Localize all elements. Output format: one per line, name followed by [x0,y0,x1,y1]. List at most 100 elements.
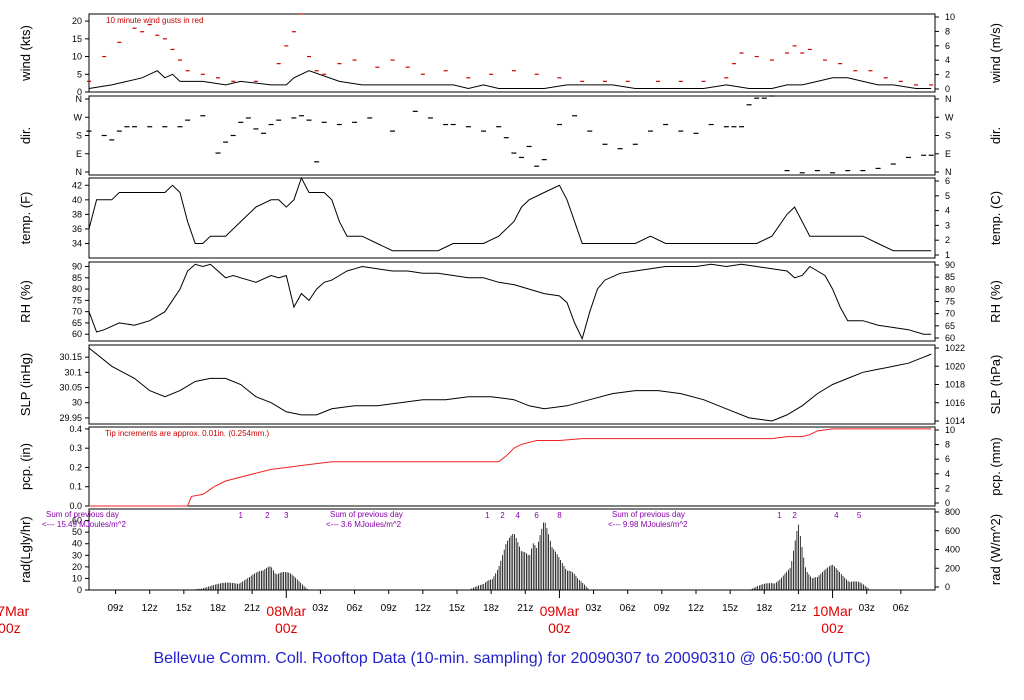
dir-ytick-right-label: E [945,149,951,159]
daily-sum-value: <--- 15.49 MJoules/m^2 [42,520,127,529]
rad-ytick-right-label: 0 [945,582,950,592]
wind-ytick-label: 0 [77,87,82,97]
wind-annotation: 10 minute wind gusts in red [106,16,203,25]
slp-ytick-right-label: 1014 [945,416,965,426]
rad-ytick-label: 10 [72,573,82,583]
slp-ytick-label: 30.05 [59,383,82,393]
daily-sum-value: <--- 9.98 MJoules/m^2 [608,520,688,529]
rh-ytick-right-label: 90 [945,260,955,270]
rh-ytick-label: 80 [72,284,82,294]
dir-ytick-label: E [76,149,82,159]
date-sub-label: 00z [275,620,298,636]
slp-frame [88,344,936,425]
date-label: 10Mar [813,603,853,619]
daily-sum-label: Sum of previous day [612,510,685,519]
wind-line [88,70,932,90]
daily-sum-label: Sum of previous day [330,510,403,519]
pcp-ytick-right-label: 2 [945,483,950,493]
x-tick-label: 21z [244,603,260,614]
wind-ytick-right-label: 8 [945,26,950,36]
rad-ytick-label: 50 [72,527,82,537]
temp-ytick-label: 36 [72,224,82,234]
wind-ytick-label: 5 [77,69,82,79]
slp-ytick-label: 29.95 [59,413,82,423]
pcp-frame [88,426,936,507]
rad-ytick-right-label: 800 [945,507,960,517]
slp-ytick-label: 30.15 [59,352,82,362]
x-tick-label: 09z [107,603,123,614]
x-tick-label: 18z [210,603,226,614]
temp-ytick-right-label: 2 [945,235,950,245]
date-label: 07Mar [0,603,30,619]
rh-frame [88,261,936,342]
rad-ytick-label: 0 [77,585,82,595]
temp-ytick-right-label: 6 [945,176,950,186]
wind-ylabel-right: wind (m/s) [988,23,1003,84]
pcp-ylabel-right: pcp. (mm) [988,437,1003,496]
pcp-ytick-right-label: 4 [945,469,950,479]
date-sub-label: 00z [821,620,844,636]
dir-ytick-right-label: N [945,167,952,177]
rad-ylabel-right: rad (W/m^2) [988,514,1003,585]
x-tick-label: 03z [859,603,875,614]
x-tick-label: 09z [654,603,670,614]
pcp-ytick-label: 0.1 [69,482,82,492]
slp-ytick-right-label: 1016 [945,398,965,408]
pressure-line [88,347,932,422]
rad-frame [88,508,936,591]
x-tick-label: 12z [688,603,704,614]
x-tick-label: 18z [756,603,772,614]
footer-title: Bellevue Comm. Coll. Rooftop Data (10-mi… [153,650,871,667]
slp-ylabel-right: SLP (hPa) [988,355,1003,415]
pcp-ytick-label: 0.3 [69,443,82,453]
x-tick-label: 06z [346,603,362,614]
rh-ytick-right-label: 70 [945,309,955,319]
daily-sum-value: <--- 3.6 MJoules/m^2 [326,520,402,529]
temp-ytick-label: 40 [72,195,82,205]
peak-marker: 1 [239,511,244,520]
x-tick-label: 15z [176,603,192,614]
rh-ytick-label: 75 [72,295,82,305]
temp-ytick-label: 42 [72,180,82,190]
rh-ytick-right-label: 60 [945,333,955,343]
peak-marker: 2 [265,511,270,520]
date-sub-label: 00z [0,620,21,636]
date-label: 09Mar [540,603,580,619]
humidity-line [88,263,932,341]
x-tick-label: 21z [517,603,533,614]
rad-ytick-label: 40 [72,539,82,549]
peak-marker: 5 [857,511,862,520]
wind-ytick-right-label: 4 [945,55,950,65]
temp-ytick-right-label: 3 [945,220,950,230]
rad-ytick-right-label: 400 [945,545,960,555]
rad-ytick-label: 30 [72,550,82,560]
x-tick-label: 15z [722,603,738,614]
dir-ylabel: dir. [18,127,33,144]
pcp-ytick-label: 0.2 [69,462,82,472]
temp-ytick-label: 34 [72,238,82,248]
dir-ytick-right-label: N [945,94,952,104]
wind-ytick-right-label: 10 [945,12,955,22]
peak-marker: 8 [557,511,562,520]
pcp-ylabel: pcp. (in) [18,443,33,490]
x-tick-label: 12z [415,603,431,614]
wind-ytick-right-label: 6 [945,41,950,51]
peak-marker: 1 [777,511,782,520]
slp-ytick-right-label: 1018 [945,380,965,390]
rh-ylabel: RH (%) [18,280,33,323]
wind-ytick-right-label: 0 [945,84,950,94]
x-tick-label: 09z [381,603,397,614]
rh-ytick-label: 60 [72,329,82,339]
pcp-ytick-label: 0.0 [69,501,82,511]
peak-marker: 2 [500,511,505,520]
x-tick-label: 03z [312,603,328,614]
x-tick-label: 06z [893,603,909,614]
dir-ylabel-right: dir. [988,127,1003,144]
daily-sum-label: Sum of previous day [46,510,119,519]
x-tick-label: 03z [586,603,602,614]
temp-ytick-right-label: 1 [945,250,950,260]
dir-ytick-label: N [76,167,83,177]
rh-ytick-label: 85 [72,273,82,283]
